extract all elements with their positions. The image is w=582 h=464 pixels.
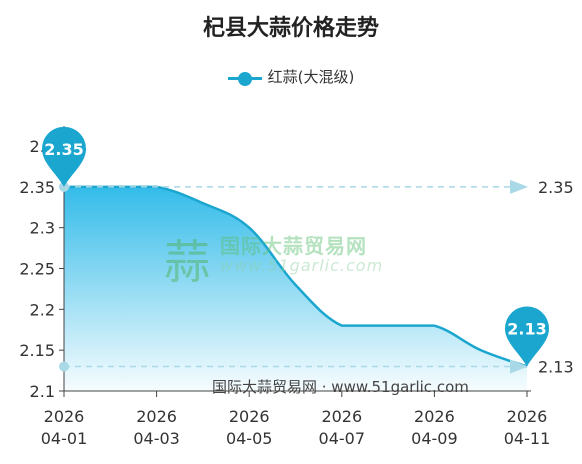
markline-label: 2.13 xyxy=(538,358,574,377)
markline-arrow-icon xyxy=(510,359,528,374)
x-tick-label-date: 04-01 xyxy=(41,429,88,448)
markline-arrow-icon xyxy=(510,179,528,194)
min-pin[interactable]: 2.13 xyxy=(505,306,549,367)
x-tick-label-date: 04-09 xyxy=(411,429,458,448)
legend-line-icon xyxy=(227,71,262,86)
x-tick-label-date: 04-07 xyxy=(319,429,366,448)
y-tick-label: 2.35 xyxy=(19,178,55,197)
x-tick-label-date: 04-11 xyxy=(504,429,551,448)
y-tick-label: 2.15 xyxy=(19,341,55,360)
watermark-url: www.51garlic.com xyxy=(220,256,384,275)
min-pin-shape xyxy=(505,306,549,367)
max-pin-shape xyxy=(42,126,86,187)
watermark-cn: 国际大蒜贸易网 xyxy=(220,234,367,258)
watermark: 蒜 国际大蒜贸易网 www.51garlic.com xyxy=(164,226,424,289)
x-tick-label-date: 04-03 xyxy=(133,429,180,448)
x-tick-label-year: 2026 xyxy=(507,407,548,426)
garlic-logo-icon: 蒜 xyxy=(164,235,210,289)
x-tick-label-year: 2026 xyxy=(229,407,270,426)
y-tick-label: 2.25 xyxy=(19,260,55,279)
max-pin-label: 2.35 xyxy=(44,140,83,159)
x-tick-label-year: 2026 xyxy=(136,407,177,426)
x-tick-label-year: 2026 xyxy=(44,407,85,426)
series-area xyxy=(64,186,527,391)
y-tick-label: 2.2 xyxy=(30,300,55,319)
source-credit: 国际大蒜贸易网 · www.51garlic.com xyxy=(212,378,469,396)
chart-legend[interactable]: 红蒜(大混级) xyxy=(0,66,582,87)
min-pin-label: 2.13 xyxy=(507,320,546,339)
markline-label: 2.35 xyxy=(538,178,574,197)
x-tick-label-year: 2026 xyxy=(414,407,455,426)
max-pin[interactable]: 2.35 xyxy=(42,126,86,187)
legend-label: 红蒜(大混级) xyxy=(267,68,355,86)
y-tick-label: 2.1 xyxy=(30,382,55,401)
x-tick-label-year: 2026 xyxy=(321,407,362,426)
y-tick-label: 2.3 xyxy=(30,219,55,238)
x-tick-label-date: 04-05 xyxy=(226,429,273,448)
chart-title: 杞县大蒜价格走势 xyxy=(202,16,379,41)
